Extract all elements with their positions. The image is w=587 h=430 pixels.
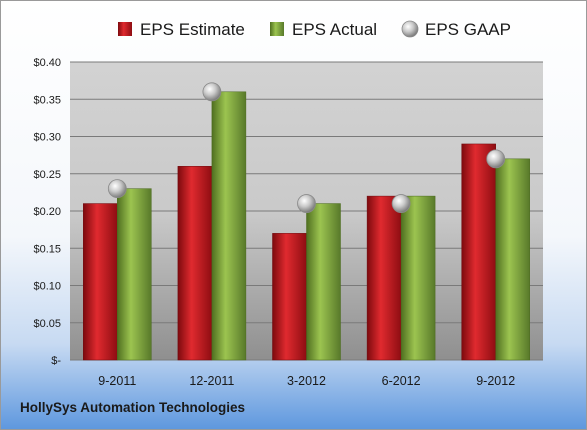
legend-label: EPS GAAP: [425, 20, 511, 39]
legend-label: EPS Actual: [292, 20, 377, 39]
marker-eps-gaap: [391, 194, 411, 213]
y-tick-label: $0.05: [33, 318, 61, 330]
legend-swatch: [270, 22, 284, 36]
bar-eps-estimate: [461, 143, 496, 361]
y-tick-label: $0.35: [33, 94, 61, 106]
marker-eps-gaap: [486, 149, 506, 169]
bar-eps-actual: [306, 203, 341, 361]
y-tick-label: $0.15: [33, 243, 61, 255]
y-tick-label: $0.20: [33, 206, 61, 218]
legend-swatch: [401, 20, 419, 38]
y-tick-label: $-: [51, 355, 61, 367]
y-tick-label: $0.30: [33, 132, 61, 144]
bar-eps-estimate: [177, 166, 213, 361]
marker-eps-gaap: [107, 179, 127, 199]
bar-eps-estimate: [366, 195, 402, 361]
y-tick-label: $0.10: [33, 281, 61, 293]
legend-swatch: [118, 22, 132, 36]
company-name: HollySys Automation Technologies: [20, 400, 246, 415]
plot-area: $- $0.05 $0.10 $0.15 $0.20 $0.25 $0.30 $0.35 $0.…: [33, 57, 543, 388]
bar-eps-actual: [495, 158, 530, 361]
x-tick-label: 9-2012: [476, 374, 515, 388]
bar-eps-actual: [117, 188, 152, 361]
x-tick-label: 9-2011: [98, 374, 136, 388]
marker-eps-gaap: [202, 82, 222, 102]
y-tick-label: $0.25: [33, 169, 61, 181]
legend-label: EPS Estimate: [140, 20, 245, 39]
marker-eps-gaap: [297, 194, 316, 213]
bar-eps-estimate: [83, 203, 118, 361]
y-tick-label: $0.40: [33, 57, 61, 69]
x-tick-label: 12-2011: [189, 374, 234, 388]
legend: EPS Estimate EPS Actual EPS GAAP: [118, 20, 511, 39]
x-tick-label: 3-2012: [287, 374, 326, 388]
bar-eps-actual: [400, 195, 436, 361]
bar-eps-estimate: [272, 233, 307, 361]
bar-eps-actual: [211, 91, 247, 361]
x-tick-label: 6-2012: [382, 374, 421, 388]
